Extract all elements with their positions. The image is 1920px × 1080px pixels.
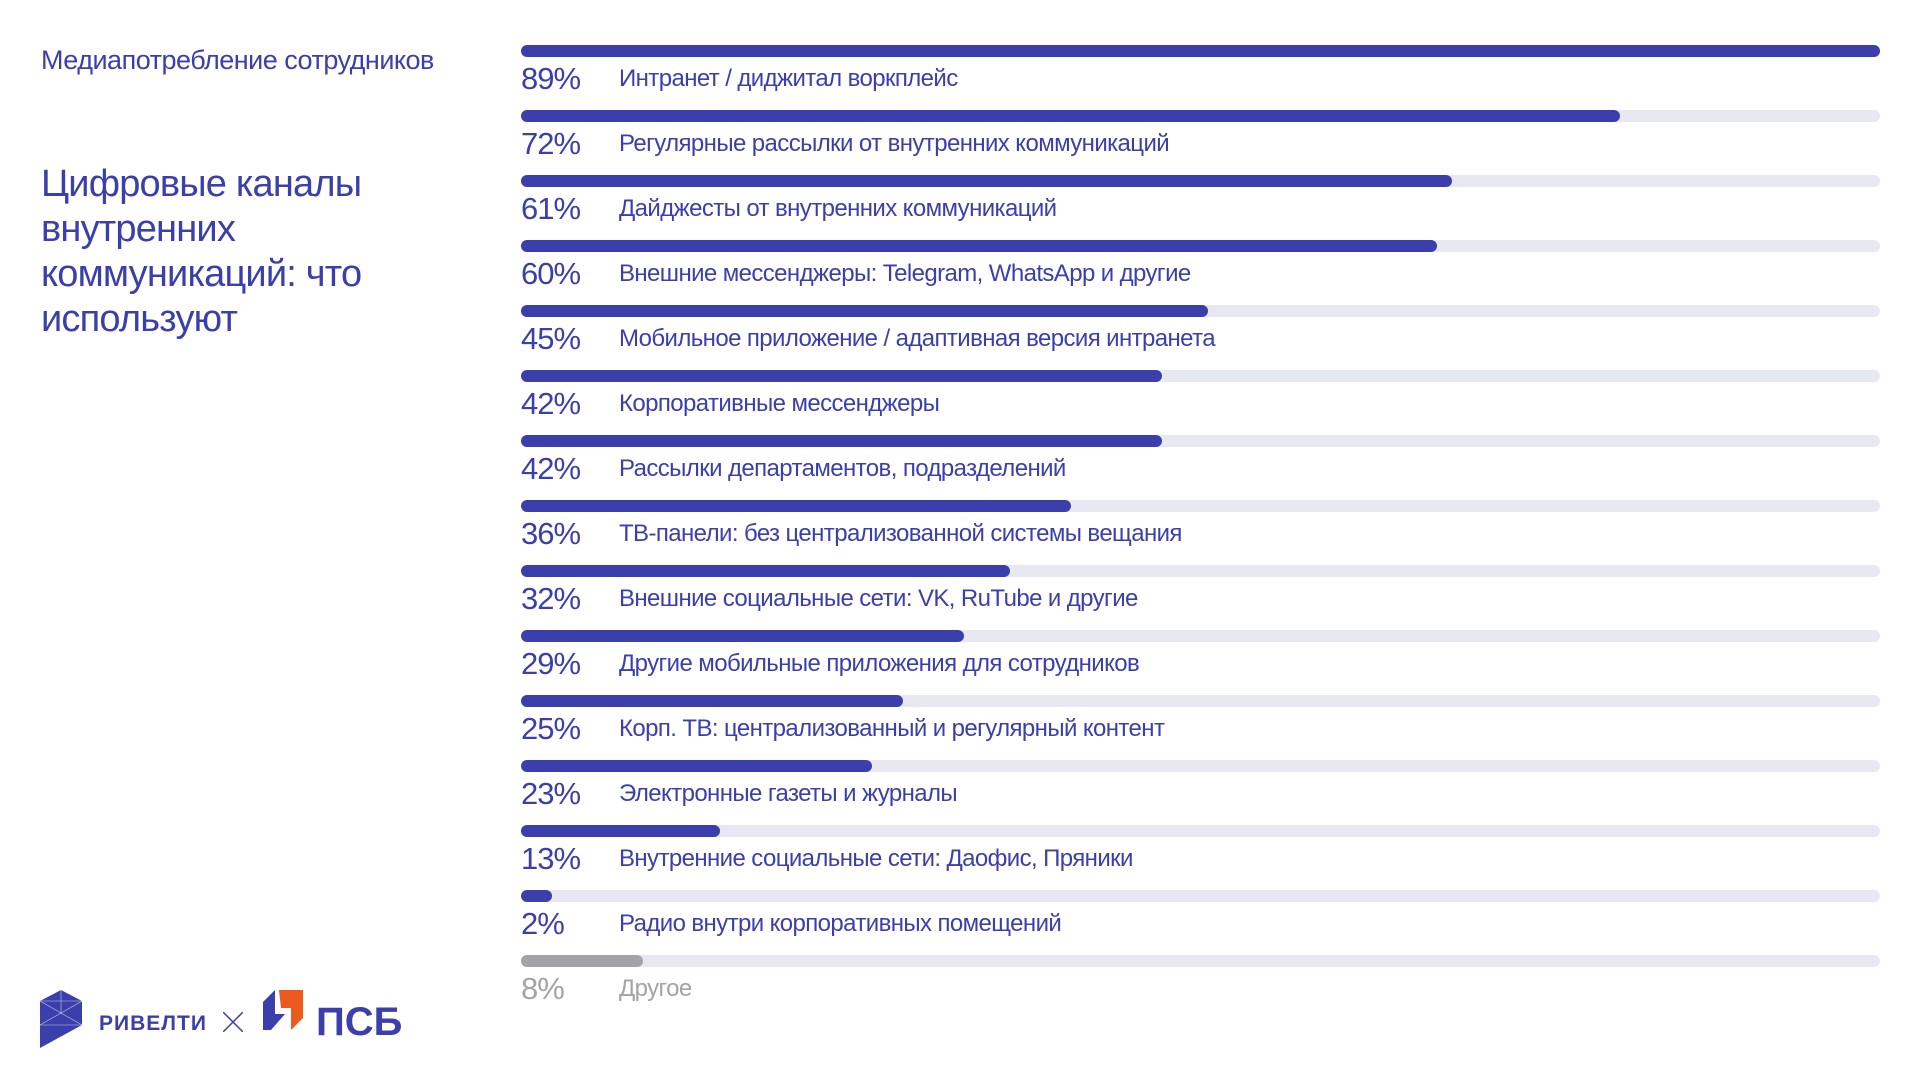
data-label: 45% [521,321,581,356]
bar-row: 42% Рассылки департаментов, подразделений [521,435,1880,495]
data-label: 89% [521,61,581,96]
subtitle: Медиапотребление сотрудников [41,45,434,75]
bar [521,500,1071,512]
data-label: 13% [521,841,581,876]
bar-track [521,955,1880,967]
category-label: Интранет / диджитал воркплейс [619,65,958,92]
bar [521,370,1163,382]
bar-row: 25% Корп. ТВ: централизованный и регулярн… [521,695,1880,755]
bar [521,890,552,902]
bar [521,110,1621,122]
category-label: Электронные газеты и журналы [619,780,958,807]
bar [521,825,720,837]
bar [521,435,1163,447]
bar-track [521,890,1880,902]
bar-row: 72% Регулярные рассылки от внутренних ком… [521,110,1880,170]
psb-logo-icon [263,990,303,1030]
category-label: Корпоративные мессенджеры [619,390,940,417]
data-label: 2% [521,906,565,941]
category-label: ТВ-панели: без централизованной системы … [619,520,1182,547]
category-label: Регулярные рассылки от внутренних коммун… [619,130,1170,157]
data-label: 61% [521,191,581,226]
bar [521,955,644,967]
bar-row: 61% Дайджесты от внутренних коммуникаций [521,175,1880,235]
data-label: 72% [521,126,581,161]
bar [521,630,964,642]
reveal-logo-icon [40,990,82,1048]
bar-row: 32% Внешние социальные сети: VK, RuTube и… [521,565,1880,625]
category-label: Внешние социальные сети: VK, RuTube и др… [619,585,1138,612]
bar-row: 60% Внешние мессенджеры: Telegram, WhatsA… [521,240,1880,300]
reveal-logo-text: РИВЕЛТИ [99,1012,207,1035]
data-label: 60% [521,256,581,291]
bar [521,305,1209,317]
bar-row: 89% Интранет / диджитал воркплейс [521,45,1880,105]
bar-row: 42% Корпоративные мессенджеры [521,370,1880,430]
bar [521,565,1010,577]
data-label: 42% [521,451,581,486]
bar-track [521,825,1880,837]
category-label: Корп. ТВ: централизованный и регулярный … [619,715,1165,742]
bar [521,695,903,707]
data-label: 29% [521,646,581,681]
data-label: 23% [521,776,581,811]
bar-row: 13% Внутренние социальные сети: Даофис, П… [521,825,1880,885]
bar-row: 2% Радио внутри корпоративных помещений [521,890,1880,950]
data-label: 25% [521,711,581,746]
cross-icon [223,1012,243,1032]
bar [521,240,1438,252]
category-label: Дайджесты от внутренних коммуникаций [619,195,1057,222]
bar-row: 23% Электронные газеты и журналы [521,760,1880,820]
category-label: Внешние мессенджеры: Telegram, WhatsApp … [619,260,1191,287]
data-label: 8% [521,971,565,1006]
logos: РИВЕЛТИ ПСБ [40,990,460,1050]
psb-logo-text: ПСБ [316,1000,403,1044]
bar [521,45,1880,57]
bar-row: 36% ТВ-панели: без централизованной систе… [521,500,1880,560]
category-label: Другое [619,975,692,1002]
category-label: Рассылки департаментов, подразделений [619,455,1066,482]
bar-row: 29% Другие мобильные приложения для сотру… [521,630,1880,690]
data-label: 36% [521,516,581,551]
bar-row: 45% Мобильное приложение / адаптивная вер… [521,305,1880,365]
data-label: 42% [521,386,581,421]
bar [521,175,1453,187]
data-label: 32% [521,581,581,616]
page-title: Цифровые каналы внутренних коммуникаций:… [41,163,362,340]
category-label: Внутренние социальные сети: Даофис, Прян… [619,845,1133,872]
category-label: Радио внутри корпоративных помещений [619,910,1062,937]
category-label: Мобильное приложение / адаптивная версия… [619,325,1216,352]
bar-row: 8% Другое [521,955,1880,1015]
category-label: Другие мобильные приложения для сотрудни… [619,650,1140,677]
bar [521,760,873,772]
